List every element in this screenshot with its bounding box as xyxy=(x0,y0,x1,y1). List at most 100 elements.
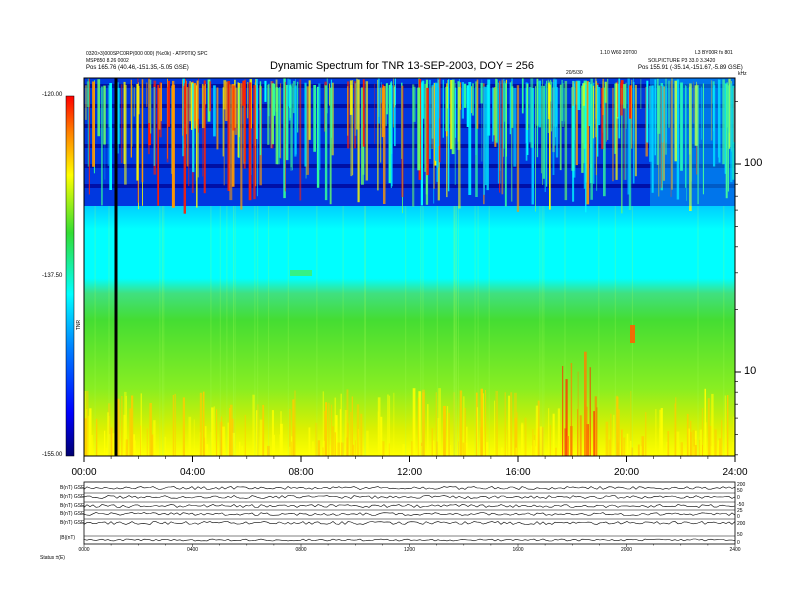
upper-band-streak xyxy=(296,81,299,133)
x-tick-label-2: 08:00 xyxy=(288,467,314,478)
upper-band-streak xyxy=(431,86,433,149)
mid-streak xyxy=(477,206,479,456)
low-band-streak xyxy=(564,428,567,456)
upper-band-row xyxy=(84,104,735,108)
low-band-streak xyxy=(504,392,506,456)
low-band-streak xyxy=(252,394,255,456)
upper-band-row xyxy=(84,184,735,188)
low-band-streak xyxy=(210,432,212,456)
upper-band-streak xyxy=(618,78,621,139)
colorbar-label-mid: -137.50 xyxy=(42,273,63,279)
upper-band-streak xyxy=(553,78,556,146)
green-blob xyxy=(290,270,312,276)
low-band-streak xyxy=(515,447,517,456)
low-band-streak xyxy=(724,395,727,456)
upper-band-streak xyxy=(590,78,593,200)
upper-band-streak xyxy=(238,87,240,158)
upper-band-streak xyxy=(158,88,161,130)
low-band-streak xyxy=(294,390,296,456)
mid-streak xyxy=(458,206,459,456)
low-band-streak xyxy=(317,440,321,456)
low-band-streak xyxy=(84,418,87,456)
upper-band-streak xyxy=(394,85,395,108)
upper-band-streak xyxy=(713,85,716,167)
low-band-streak xyxy=(521,422,524,456)
upper-band-streak xyxy=(426,87,429,176)
upper-band-streak xyxy=(501,79,504,195)
upper-band-streak xyxy=(234,87,238,135)
upper-band-streak xyxy=(109,83,112,190)
low-band-streak xyxy=(193,419,195,456)
upper-band-streak xyxy=(615,82,618,180)
upper-band-streak xyxy=(257,84,258,197)
low-band-streak xyxy=(125,439,129,456)
upper-band-streak xyxy=(167,80,170,127)
low-band-streak xyxy=(411,441,413,456)
bottom-time-tick-2: 0800 xyxy=(295,547,307,553)
low-band-streak xyxy=(584,351,587,456)
upper-band-streak xyxy=(331,87,333,148)
upper-band-streak xyxy=(572,80,575,202)
upper-band-streak xyxy=(551,81,552,132)
upper-band-streak xyxy=(350,85,353,177)
upper-band-streak xyxy=(466,85,469,127)
low-band-streak xyxy=(698,439,701,456)
low-band-streak xyxy=(514,417,517,456)
low-band-streak xyxy=(341,442,344,456)
low-band-streak xyxy=(623,437,626,456)
upper-band-streak xyxy=(621,88,623,214)
upper-band-streak xyxy=(620,82,623,116)
y-tick-label-10: 10 xyxy=(744,365,757,377)
low-band-streak xyxy=(733,416,735,456)
low-band-streak xyxy=(125,395,127,456)
low-band-streak xyxy=(577,409,579,456)
low-band-streak xyxy=(566,436,569,456)
upper-band-streak xyxy=(447,80,449,109)
upper-band-streak xyxy=(634,84,637,177)
low-band-streak xyxy=(110,427,113,456)
bottom-panel-trace xyxy=(83,512,736,516)
low-band-streak xyxy=(482,393,484,456)
low-band-streak xyxy=(450,445,452,456)
upper-band-streak xyxy=(697,85,699,205)
low-band-streak xyxy=(524,417,527,456)
header-left-line1: 0320>3)000SPC0RP(000 000) (%c0k) - ATP0T… xyxy=(86,51,208,57)
upper-band-streak xyxy=(542,85,545,179)
upper-band-streak xyxy=(365,81,368,181)
upper-band-streak xyxy=(420,82,423,206)
low-band-streak xyxy=(608,439,611,456)
upper-band-streak xyxy=(564,80,568,201)
upper-band-streak xyxy=(377,79,379,191)
upper-band-streak xyxy=(685,85,686,188)
upper-band-streak xyxy=(521,78,524,114)
footer-status: Status ±(E) xyxy=(40,555,65,561)
low-band-streak xyxy=(393,392,395,456)
upper-band-streak xyxy=(535,86,536,212)
upper-band-streak xyxy=(727,85,729,192)
low-band-streak xyxy=(495,390,498,456)
bottom-panel-trace xyxy=(83,504,736,509)
low-band-streak xyxy=(645,412,647,456)
upper-band-streak xyxy=(671,78,673,190)
panel-right-tick-5: 0 xyxy=(737,514,740,520)
bottom-time-tick-4: 1600 xyxy=(512,547,524,553)
upper-band-streak xyxy=(352,80,354,175)
upper-band-streak xyxy=(283,78,286,199)
upper-band-streak xyxy=(316,86,320,188)
low-band-streak xyxy=(579,415,582,456)
low-band-streak xyxy=(273,434,275,456)
upper-band-streak xyxy=(463,83,467,108)
low-band-streak xyxy=(315,422,318,456)
low-band-streak xyxy=(344,410,348,456)
panel-right-tick-7: 50 xyxy=(737,532,743,538)
low-band-streak xyxy=(354,440,356,456)
upper-band-streak xyxy=(272,83,276,116)
upper-band-streak xyxy=(377,78,380,124)
upper-band-streak xyxy=(271,83,274,145)
mid-streak xyxy=(219,206,221,456)
low-band-streak xyxy=(151,434,154,456)
upper-band-streak xyxy=(294,85,297,155)
upper-band-streak xyxy=(362,79,365,147)
upper-band-streak xyxy=(495,78,497,141)
low-band-streak xyxy=(124,391,127,456)
